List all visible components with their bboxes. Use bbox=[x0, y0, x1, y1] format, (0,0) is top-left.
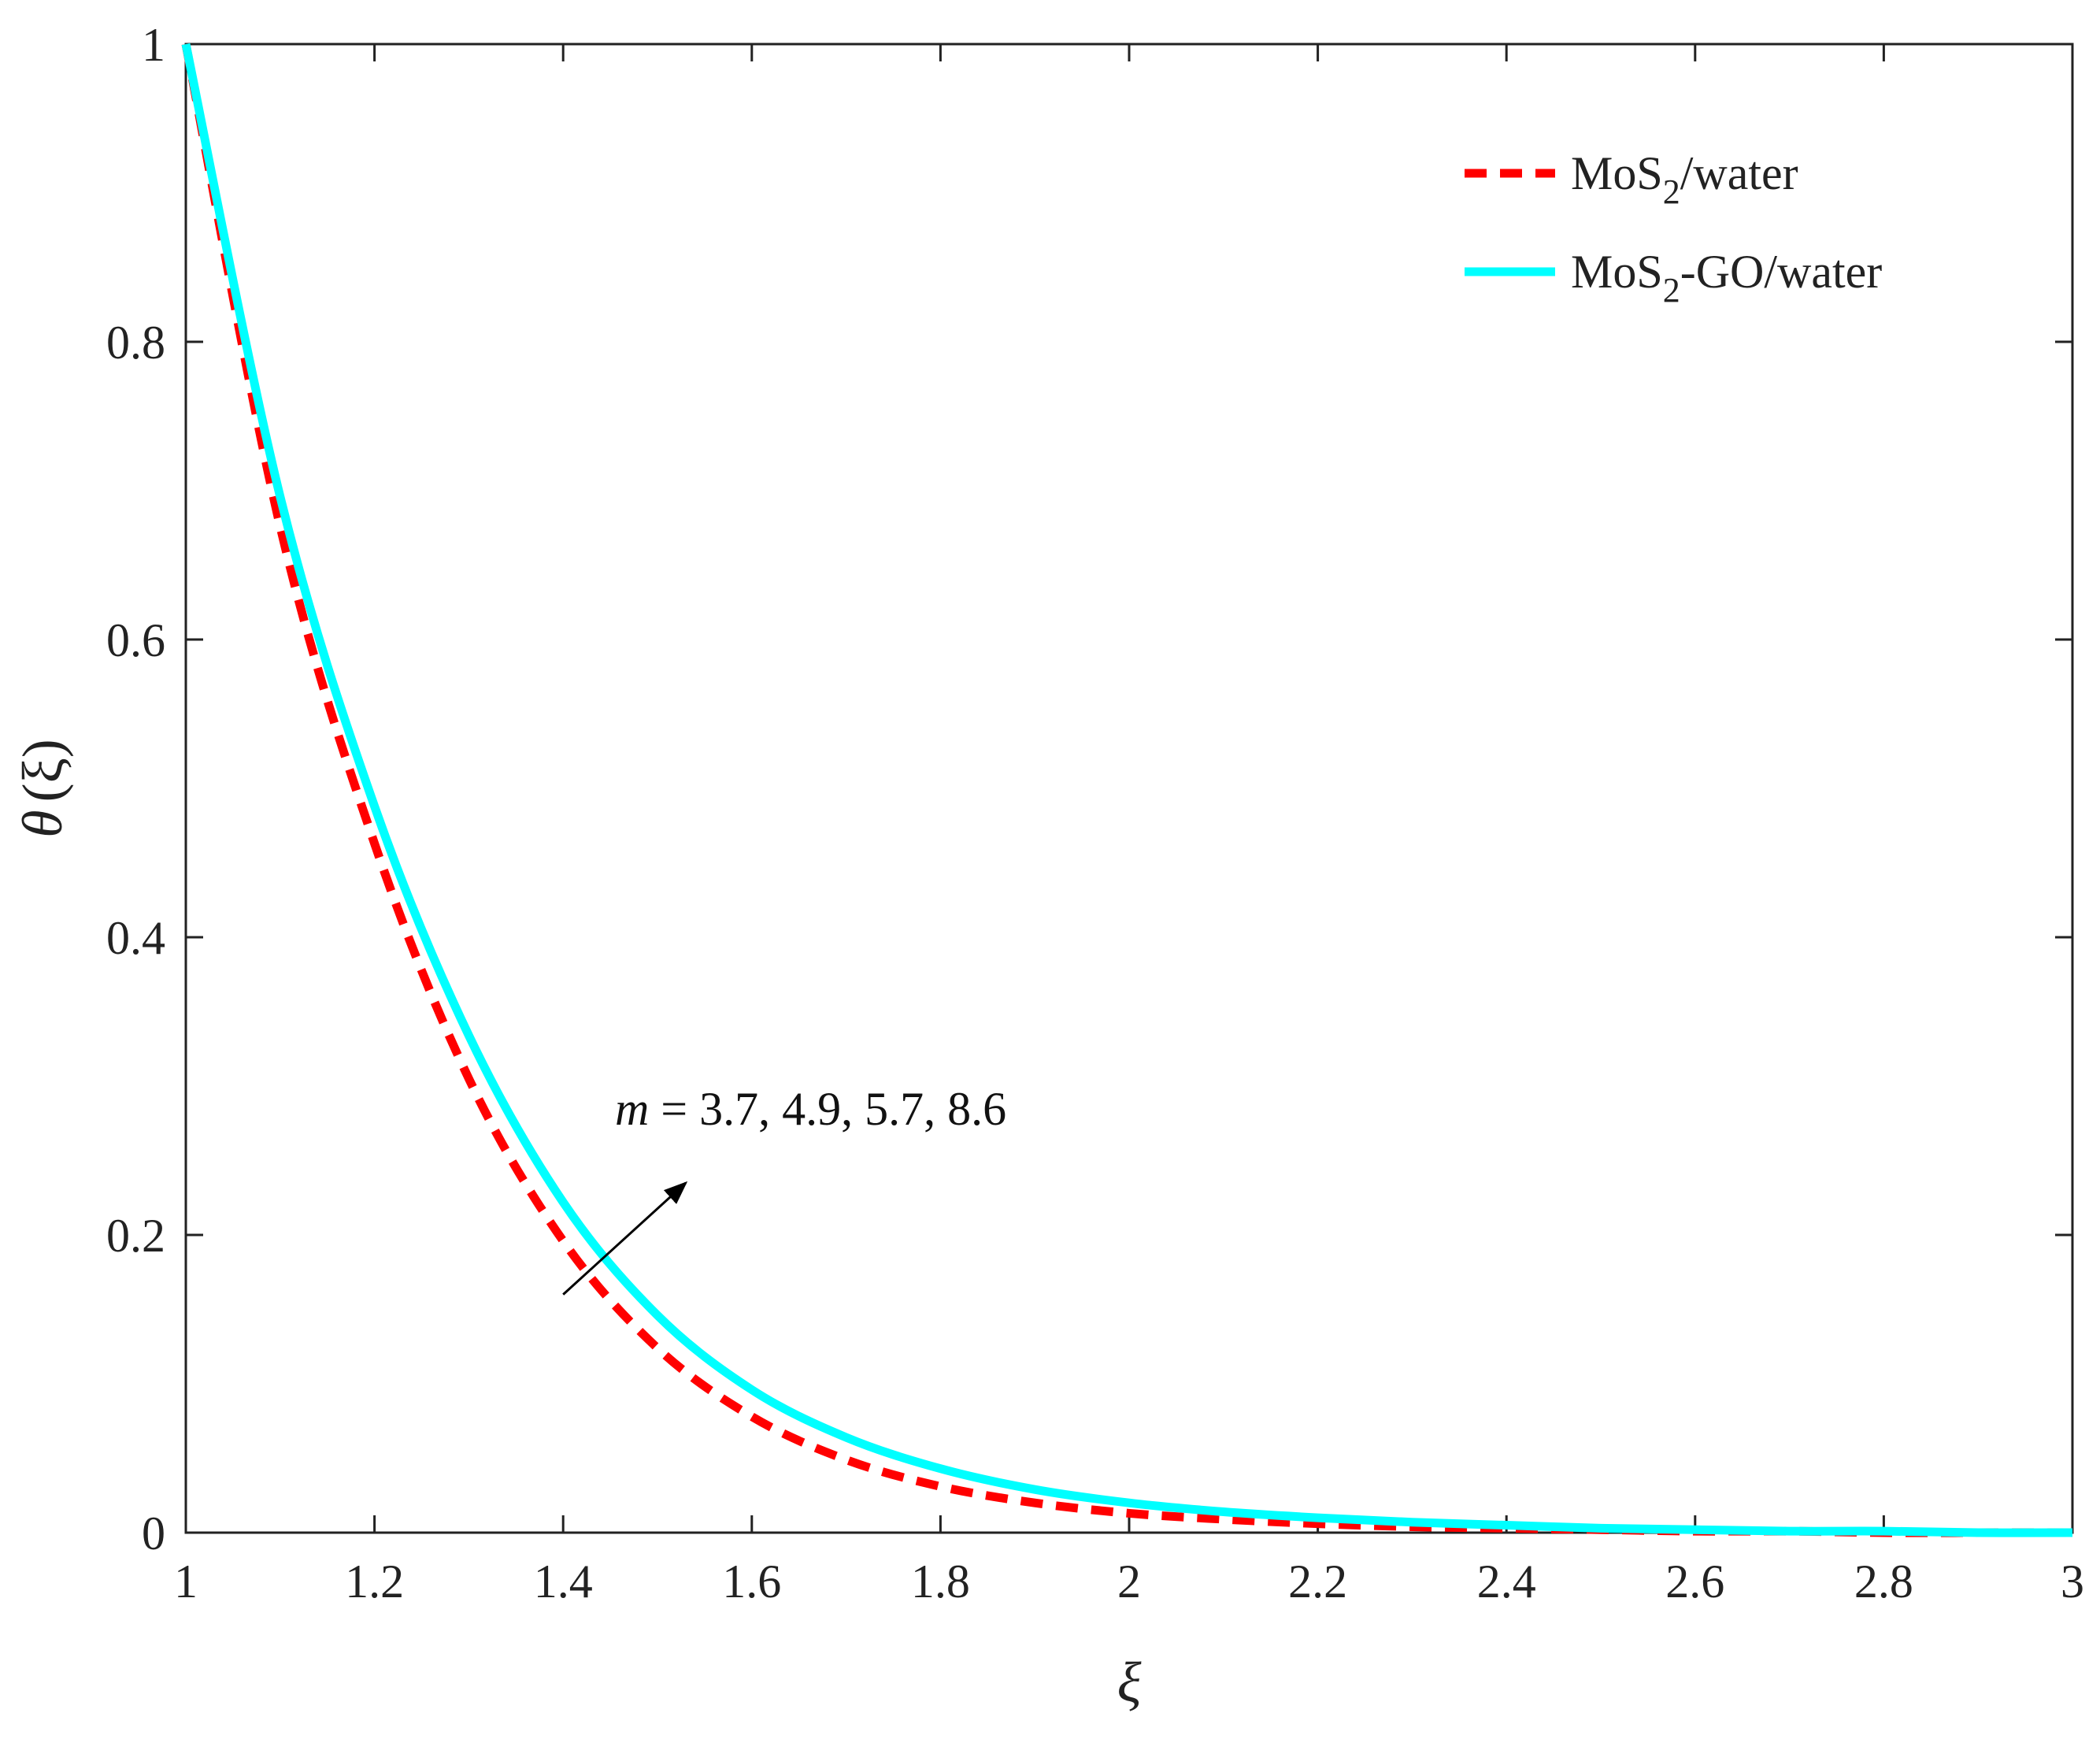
x-tick-label-2-4: 2.4 bbox=[1477, 1555, 1536, 1607]
y-tick-label-0-2: 0.2 bbox=[106, 1210, 165, 1262]
x-tick-label-1: 1 bbox=[174, 1555, 198, 1607]
y-tick-label-0-8: 0.8 bbox=[106, 317, 165, 369]
y-tick-label-0: 0 bbox=[142, 1507, 165, 1559]
annotation-values: = 3.7, 4.9, 5.7, 8.6 bbox=[649, 1083, 1006, 1135]
annotation-label: m = 3.7, 4.9, 5.7, 8.6 bbox=[615, 1083, 1006, 1135]
x-tick-label-2-6: 2.6 bbox=[1665, 1555, 1724, 1607]
legend-label-mos2-water: MoS2/water bbox=[1571, 147, 1798, 211]
y-axis-label: θ (ξ) bbox=[11, 739, 74, 837]
legend: MoS2/water MoS2-GO/water bbox=[1465, 147, 1882, 310]
annotation-variable: m bbox=[615, 1083, 649, 1135]
legend-label-mos2-go-water: MoS2-GO/water bbox=[1571, 246, 1882, 310]
x-tick-label-2-2: 2.2 bbox=[1288, 1555, 1347, 1607]
axis-tick-labels: 1 1.2 1.4 1.6 1.8 2 2.2 2.4 2.6 2.8 3 0 0.2 0.4 0.6 0.8… bbox=[106, 19, 2084, 1607]
x-tick-label-2: 2 bbox=[1117, 1555, 1141, 1607]
axis-ticks bbox=[184, 43, 2074, 1534]
x-tick-label-3: 3 bbox=[2061, 1555, 2084, 1607]
x-tick-label-1-6: 1.6 bbox=[722, 1555, 781, 1607]
annotation-arrow bbox=[562, 1181, 688, 1296]
y-axis-label-symbol: θ bbox=[11, 810, 74, 837]
series-line-mos2-go-water bbox=[181, 43, 2073, 1537]
x-tick-label-1-4: 1.4 bbox=[534, 1555, 593, 1607]
y-tick-label-0-6: 0.6 bbox=[106, 614, 165, 666]
x-tick-label-1-8: 1.8 bbox=[911, 1555, 970, 1607]
y-axis-label-arg: (ξ) bbox=[11, 739, 74, 802]
svg-text:θ(ξ): θ (ξ) bbox=[11, 739, 74, 837]
y-tick-label-0-4: 0.4 bbox=[106, 912, 165, 964]
x-axis-label: ξ bbox=[1117, 1651, 1142, 1714]
x-tick-label-1-2: 1.2 bbox=[345, 1555, 404, 1607]
plot-area bbox=[184, 43, 2074, 1534]
x-tick-label-2-8: 2.8 bbox=[1854, 1555, 1913, 1607]
y-tick-label-1: 1 bbox=[142, 19, 165, 71]
series-lines bbox=[181, 43, 2073, 1537]
